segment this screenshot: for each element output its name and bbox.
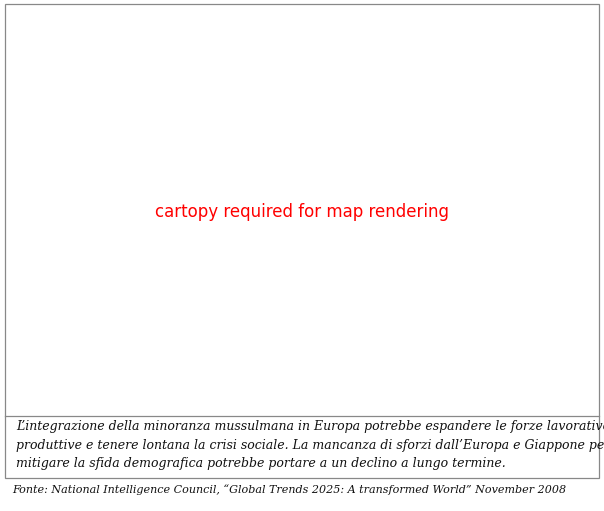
Text: L’integrazione della minoranza mussulmana in Europa potrebbe espandere le forze : L’integrazione della minoranza mussulman…: [16, 421, 604, 471]
Text: cartopy required for map rendering: cartopy required for map rendering: [155, 203, 449, 221]
Text: Fonte: National Intelligence Council, “Global Trends 2025: A transformed World” : Fonte: National Intelligence Council, “G…: [12, 484, 566, 495]
